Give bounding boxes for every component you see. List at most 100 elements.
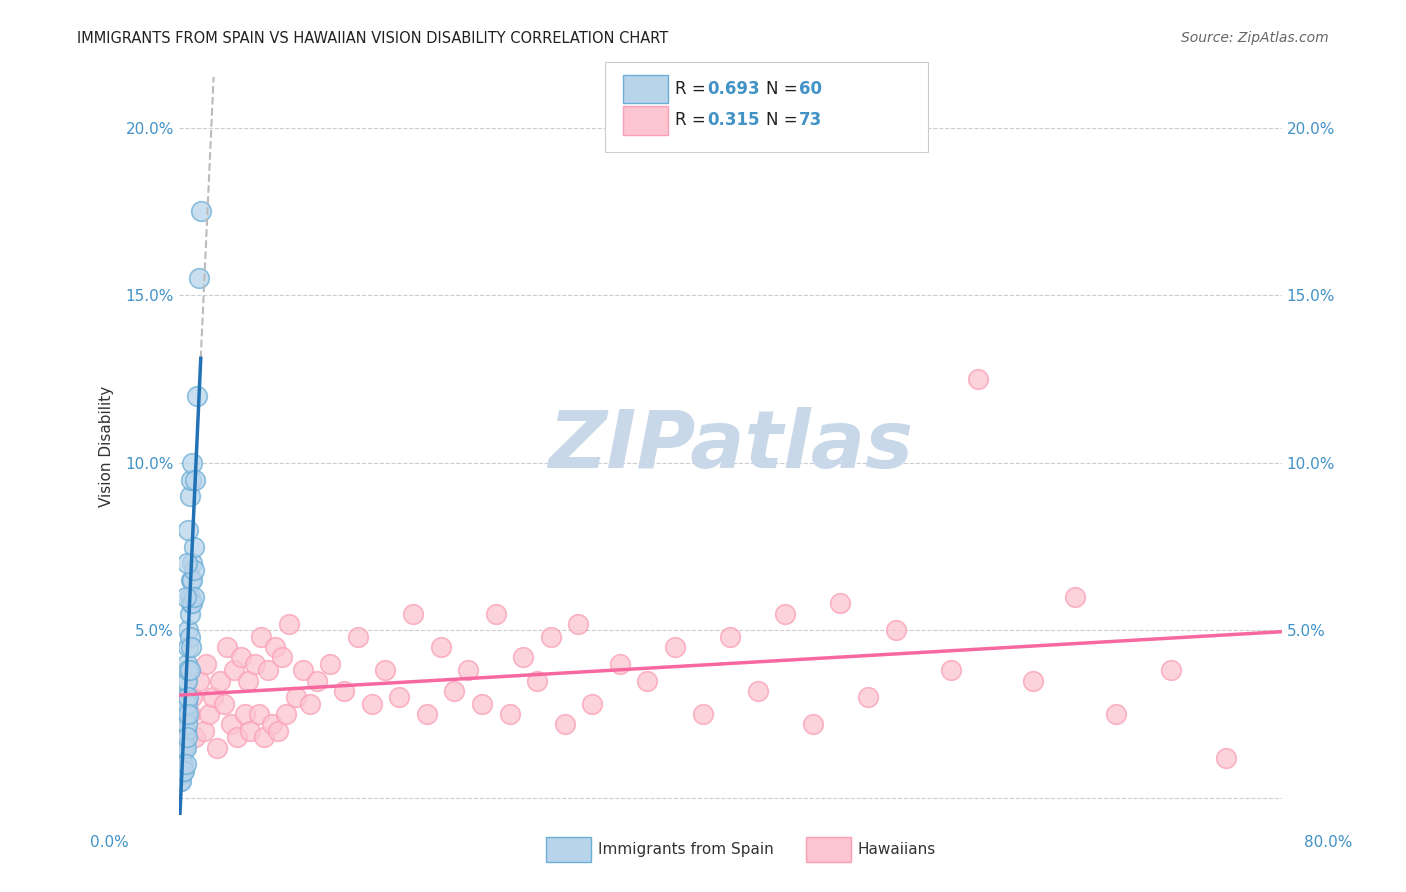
- Point: [170, 757, 193, 772]
- Point: [692, 706, 714, 721]
- Point: [257, 664, 280, 678]
- Point: [1022, 673, 1045, 688]
- Point: [172, 706, 194, 721]
- Point: [209, 673, 232, 688]
- Text: 60: 60: [799, 80, 821, 98]
- Point: [271, 650, 294, 665]
- Point: [347, 630, 370, 644]
- Point: [174, 723, 197, 738]
- Point: [485, 607, 508, 621]
- Point: [174, 590, 197, 604]
- Point: [181, 573, 204, 587]
- Point: [298, 697, 321, 711]
- Y-axis label: Vision Disability: Vision Disability: [100, 385, 114, 507]
- Point: [215, 640, 238, 654]
- Point: [291, 664, 314, 678]
- Text: 80.0%: 80.0%: [1305, 836, 1353, 850]
- Point: [177, 624, 200, 638]
- Point: [183, 540, 205, 554]
- Point: [176, 717, 198, 731]
- Point: [1215, 750, 1237, 764]
- Point: [174, 723, 197, 738]
- Point: [276, 706, 298, 721]
- Point: [190, 204, 212, 219]
- Point: [554, 717, 576, 731]
- Text: N =: N =: [766, 112, 803, 129]
- Point: [179, 607, 201, 621]
- Point: [830, 597, 852, 611]
- Point: [443, 683, 465, 698]
- Point: [181, 556, 204, 570]
- Point: [181, 690, 204, 705]
- Point: [609, 657, 631, 671]
- Point: [360, 697, 382, 711]
- Point: [512, 650, 534, 665]
- Point: [176, 556, 198, 570]
- Point: [429, 640, 451, 654]
- Text: Source: ZipAtlas.com: Source: ZipAtlas.com: [1181, 31, 1329, 45]
- Point: [181, 597, 204, 611]
- Point: [172, 757, 194, 772]
- Point: [176, 731, 198, 745]
- Text: 0.0%: 0.0%: [90, 836, 129, 850]
- Point: [1063, 590, 1085, 604]
- Point: [319, 657, 342, 671]
- Point: [202, 690, 225, 705]
- Point: [195, 657, 218, 671]
- Point: [747, 683, 769, 698]
- Point: [801, 717, 824, 731]
- Point: [247, 706, 270, 721]
- Point: [498, 706, 520, 721]
- Point: [540, 630, 562, 644]
- Point: [176, 657, 198, 671]
- Point: [267, 723, 290, 738]
- Point: [567, 616, 589, 631]
- Point: [236, 673, 259, 688]
- Point: [179, 590, 201, 604]
- Point: [1160, 664, 1182, 678]
- Point: [179, 706, 201, 721]
- Point: [173, 717, 195, 731]
- Point: [170, 747, 193, 762]
- Point: [884, 624, 907, 638]
- Text: N =: N =: [766, 80, 803, 98]
- Text: Immigrants from Spain: Immigrants from Spain: [598, 842, 773, 856]
- Point: [526, 673, 548, 688]
- Point: [173, 764, 195, 778]
- Point: [172, 731, 194, 745]
- Point: [402, 607, 425, 621]
- Point: [180, 573, 202, 587]
- Point: [184, 473, 207, 487]
- Point: [636, 673, 658, 688]
- Point: [718, 630, 741, 644]
- Point: [180, 597, 202, 611]
- Point: [174, 690, 197, 705]
- Point: [305, 673, 328, 688]
- Point: [177, 640, 200, 654]
- Point: [173, 740, 195, 755]
- Point: [172, 723, 194, 738]
- Text: R =: R =: [675, 112, 711, 129]
- Point: [243, 657, 266, 671]
- Point: [253, 731, 276, 745]
- Point: [177, 664, 200, 678]
- Point: [219, 717, 242, 731]
- Point: [664, 640, 686, 654]
- Point: [188, 271, 211, 285]
- Text: 0.315: 0.315: [707, 112, 759, 129]
- Point: [174, 706, 197, 721]
- Point: [207, 740, 229, 755]
- Point: [229, 650, 252, 665]
- Point: [250, 630, 273, 644]
- Text: R =: R =: [675, 80, 711, 98]
- Point: [169, 750, 191, 764]
- Point: [177, 523, 200, 537]
- Point: [1105, 706, 1128, 721]
- Point: [193, 723, 215, 738]
- Point: [172, 740, 194, 755]
- Point: [264, 640, 287, 654]
- Point: [284, 690, 307, 705]
- Point: [416, 706, 439, 721]
- Text: ZIPatlas: ZIPatlas: [547, 407, 912, 485]
- Point: [176, 697, 198, 711]
